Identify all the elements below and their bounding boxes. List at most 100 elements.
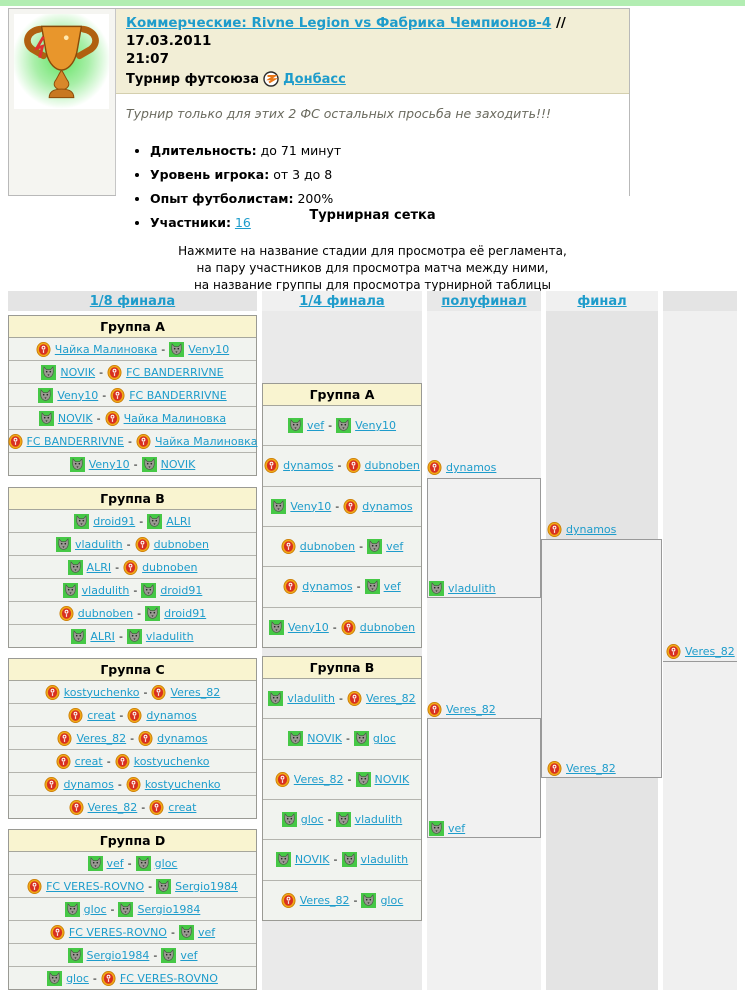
team-link[interactable]: FC BANDERRIVNE <box>26 434 124 448</box>
team-link[interactable]: Veres_82 <box>293 772 344 786</box>
team-link[interactable]: dynamos <box>146 708 197 722</box>
match-row[interactable]: kostyuchenko - Veres_82 <box>9 681 256 704</box>
team-link[interactable]: dubnoben <box>153 537 210 551</box>
team-link[interactable]: vef <box>106 856 124 870</box>
team-link[interactable]: kostyuchenko <box>144 777 221 791</box>
team-link[interactable]: Veny10 <box>290 499 332 513</box>
team-link[interactable]: dynamos <box>446 461 497 474</box>
match-row[interactable]: NOVIK - FC BANDERRIVNE <box>9 361 256 384</box>
team-link[interactable]: vef <box>180 948 198 962</box>
match-row[interactable]: FC VERES-ROVNO - vef <box>9 921 256 944</box>
team-link[interactable]: Veres_82 <box>76 731 127 745</box>
match-row[interactable]: creat - dynamos <box>9 704 256 727</box>
match-row[interactable]: NOVIK - gloc <box>263 719 421 760</box>
team-link[interactable]: vladulith <box>360 853 409 867</box>
team-link[interactable]: kostyuchenko <box>63 685 140 699</box>
team-link[interactable]: dubnoben <box>364 459 420 473</box>
team-link[interactable]: vef <box>386 540 404 554</box>
team-link[interactable]: Чайка Малиновка <box>123 411 227 425</box>
match-row[interactable]: creat - kostyuchenko <box>9 750 256 773</box>
team-link[interactable]: NOVIK <box>60 365 96 379</box>
match-row[interactable]: vef - gloc <box>9 852 256 875</box>
team-link[interactable]: Veres_82 <box>685 645 735 658</box>
group-title[interactable]: Группа B <box>263 657 421 679</box>
team-link[interactable]: ALRI <box>166 514 191 528</box>
team-link[interactable]: NOVIK <box>160 457 196 471</box>
team-link[interactable]: dynamos <box>566 523 617 536</box>
team-link[interactable]: kostyuchenko <box>133 754 210 768</box>
detail-value[interactable]: 16 <box>234 215 251 230</box>
team-link[interactable]: vef <box>306 419 325 433</box>
match-row[interactable]: Veny10- dynamos <box>263 487 421 527</box>
team-link[interactable]: Veres_82 <box>446 703 496 716</box>
team-link[interactable]: vef <box>448 822 466 835</box>
stage-link[interactable]: 1/4 финала <box>299 293 385 309</box>
match-row[interactable]: vladulith - droid91 <box>9 579 256 602</box>
match-row[interactable]: Veny10- dubnoben <box>263 608 421 647</box>
team-link[interactable]: Veres_82 <box>566 762 616 775</box>
team-link[interactable]: vladulith <box>74 537 123 551</box>
match-row[interactable]: Veres_82- dynamos <box>9 727 256 750</box>
team-link[interactable]: creat <box>87 708 116 722</box>
match-row[interactable]: ALRI - dubnoben <box>9 556 256 579</box>
team-link[interactable]: gloc <box>380 893 404 907</box>
match-row[interactable]: Veny10- NOVIK <box>9 453 256 475</box>
team-link[interactable]: droid91 <box>164 606 207 620</box>
match-row[interactable]: dubnoben - droid91 <box>9 602 256 625</box>
team-link[interactable]: droid91 <box>160 583 203 597</box>
team-link[interactable]: NOVIK <box>57 411 93 425</box>
match-row[interactable]: dubnoben - vef <box>263 527 421 568</box>
group-title[interactable]: Группа C <box>9 659 256 681</box>
team-link[interactable]: vladulith <box>354 813 403 827</box>
match-row[interactable]: Veres_82- NOVIK <box>263 760 421 800</box>
match-row[interactable]: ALRI - vladulith <box>9 625 256 647</box>
team-link[interactable]: FC BANDERRIVNE <box>129 388 227 402</box>
team-link[interactable]: dynamos <box>362 499 413 513</box>
team-link[interactable]: FC VERES-ROVNO <box>46 879 145 893</box>
match-row[interactable]: Veres_82- gloc <box>263 881 421 920</box>
match-row[interactable]: Veny10- FC BANDERRIVNE <box>9 384 256 407</box>
team-link[interactable]: dubnoben <box>299 540 356 554</box>
team-link[interactable]: vladulith <box>448 582 496 595</box>
match-row[interactable]: droid91- ALRI <box>9 510 256 533</box>
team-link[interactable]: vladulith <box>81 583 130 597</box>
team-link[interactable]: Sergio1984 <box>175 879 238 893</box>
team-link[interactable]: Sergio1984 <box>86 948 150 962</box>
team-link[interactable]: Чайка Малиновка <box>154 434 258 448</box>
team-link[interactable]: FC VERES-ROVNO <box>119 971 218 985</box>
team-link[interactable]: dynamos <box>157 731 208 745</box>
match-row[interactable]: dynamos - dubnoben <box>263 446 421 487</box>
team-link[interactable]: dubnoben <box>142 560 198 574</box>
team-link[interactable]: Чайка Малиновка <box>54 342 158 356</box>
match-row[interactable]: vladulith - Veres_82 <box>263 679 421 720</box>
match-row[interactable]: vef - Veny10 <box>263 406 421 447</box>
team-link[interactable]: Veny10 <box>57 388 99 402</box>
team-link[interactable]: Veny10 <box>88 457 130 471</box>
team-link[interactable]: ALRI <box>86 560 112 574</box>
stage-link[interactable]: 1/8 финала <box>89 293 176 309</box>
team-link[interactable]: vladulith <box>145 629 194 643</box>
group-title[interactable]: Группа D <box>9 830 256 852</box>
federation-link[interactable]: Донбасс <box>283 71 346 87</box>
match-row[interactable]: Sergio1984- vef <box>9 944 256 967</box>
team-link[interactable]: vladulith <box>287 692 335 706</box>
team-link[interactable]: gloc <box>66 971 89 985</box>
tournament-title-link[interactable]: Коммерческие: Rivne Legion vs Фабрика Че… <box>126 15 552 31</box>
team-link[interactable]: dubnoben <box>77 606 134 620</box>
match-row[interactable]: FC BANDERRIVNE - Чайка Малиновка <box>8 430 258 453</box>
team-link[interactable]: gloc <box>372 732 396 746</box>
match-row[interactable]: dynamos - vef <box>263 567 421 608</box>
team-link[interactable]: Veny10 <box>355 419 397 433</box>
team-link[interactable]: ALRI <box>90 629 115 643</box>
group-title[interactable]: Группа A <box>9 316 256 338</box>
match-row[interactable]: dynamos - kostyuchenko <box>9 773 256 796</box>
team-link[interactable]: FC BANDERRIVNE <box>126 365 224 379</box>
match-row[interactable]: Чайка Малиновка - Veny10 <box>9 338 256 361</box>
team-link[interactable]: Veres_82 <box>299 893 350 907</box>
match-row[interactable]: vladulith - dubnoben <box>9 533 256 556</box>
match-row[interactable]: FC VERES-ROVNO - Sergio1984 <box>9 875 256 898</box>
team-link[interactable]: creat <box>74 754 103 768</box>
stage-link[interactable]: полуфинал <box>441 293 527 309</box>
stage-link[interactable]: финал <box>577 293 627 309</box>
team-link[interactable]: NOVIK <box>307 732 342 746</box>
